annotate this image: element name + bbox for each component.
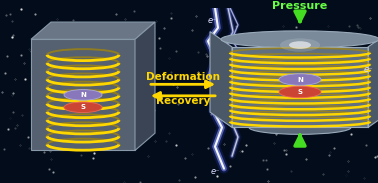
Ellipse shape	[249, 121, 351, 134]
Ellipse shape	[289, 41, 311, 49]
Polygon shape	[31, 22, 155, 39]
Text: e⁻: e⁻	[363, 66, 373, 74]
Text: e⁻: e⁻	[210, 167, 220, 176]
Text: N: N	[297, 76, 303, 83]
Text: Pressure: Pressure	[273, 1, 328, 11]
Ellipse shape	[279, 74, 321, 85]
Polygon shape	[210, 32, 232, 127]
Polygon shape	[232, 47, 368, 127]
Ellipse shape	[280, 38, 320, 52]
Polygon shape	[31, 39, 135, 150]
Ellipse shape	[279, 86, 321, 98]
Text: S: S	[297, 89, 302, 95]
Polygon shape	[135, 22, 155, 150]
Text: N: N	[80, 92, 86, 98]
Text: Recovery: Recovery	[156, 96, 210, 106]
Ellipse shape	[221, 31, 378, 48]
Text: Deformation: Deformation	[146, 72, 220, 82]
Ellipse shape	[64, 102, 102, 113]
Polygon shape	[368, 32, 378, 127]
Text: e⁻: e⁻	[207, 16, 217, 25]
Text: S: S	[81, 104, 85, 110]
Ellipse shape	[64, 90, 102, 100]
